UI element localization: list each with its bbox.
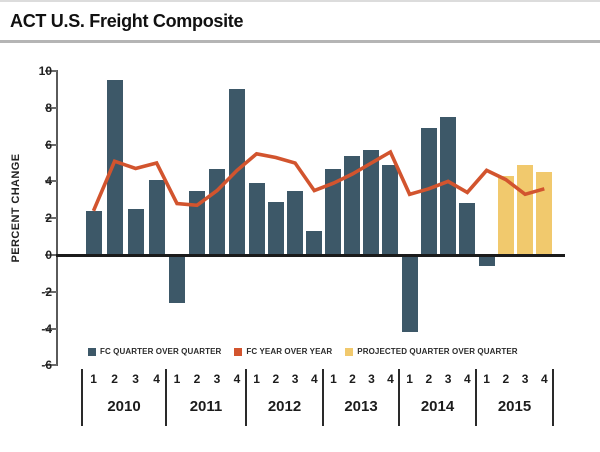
y-tick: [45, 290, 57, 293]
legend-label-qoq: FC QUARTER OVER QUARTER: [100, 347, 222, 356]
year-separator: [165, 369, 167, 426]
y-tick: [45, 70, 57, 72]
year-separator: [475, 369, 477, 426]
bar-2011-q3: [209, 168, 225, 255]
quarter-label: 1: [483, 372, 490, 386]
projected-bar-2015-q2: [497, 175, 514, 255]
quarter-label: 2: [349, 372, 356, 386]
quarter-label: 3: [291, 372, 299, 386]
quarter-label: 3: [213, 372, 221, 386]
year-label-2011: 2011: [189, 398, 223, 415]
legend-swatch-yoy: [234, 347, 243, 356]
quarter-label: 2: [425, 372, 433, 386]
bar-2013-q1: [325, 168, 342, 255]
y-tick-label: 8: [45, 100, 52, 115]
year-label-2012: 2012: [267, 398, 302, 415]
chart-title: ACT U.S. Freight Composite: [10, 11, 244, 31]
quarter-label: 1: [90, 372, 97, 386]
bar-2011-q1: [169, 255, 185, 303]
title-divider: [0, 40, 600, 43]
quarter-label: 2: [502, 372, 510, 386]
quarter-label: 4: [233, 372, 241, 386]
bar-2014-q4: [459, 203, 476, 255]
quarter-label: 4: [387, 372, 394, 386]
quarter-label: 2: [111, 372, 118, 386]
y-tick: [45, 254, 57, 256]
quarter-label: 1: [253, 372, 260, 386]
projected-bar-2015-q3: [517, 164, 534, 255]
y-tick: [45, 327, 57, 330]
y-tick: [45, 106, 57, 109]
quarter-label: 4: [310, 372, 318, 386]
legend-label-projected: PROJECTED QUARTER OVER QUARTER: [357, 347, 518, 356]
year-separator: [81, 369, 83, 426]
quarter-label: 4: [463, 372, 471, 386]
legend-item-yoy: FC YEAR OVER YEAR: [234, 347, 332, 356]
year-label-2010: 2010: [107, 398, 141, 415]
bar-2010-q4: [148, 179, 165, 255]
legend-item-projected: PROJECTED QUARTER OVER QUARTER: [345, 347, 518, 356]
projected-bar-2015-q4: [536, 172, 553, 255]
y-tick: [45, 217, 57, 220]
bar-2014-q2: [420, 128, 437, 255]
y-tick: [45, 143, 57, 146]
bar-2010-q3: [127, 209, 144, 255]
zero-baseline: [56, 253, 565, 257]
quarter-label: 3: [132, 372, 139, 386]
year-label-2015: 2015: [497, 398, 532, 415]
y-tick-label: 2: [45, 211, 52, 226]
quarter-label: 1: [173, 372, 181, 386]
quarter-label: 2: [193, 372, 201, 386]
quarter-label: 1: [406, 372, 413, 386]
bar-2014-q3: [440, 117, 457, 255]
bar-2011-q4: [229, 89, 245, 255]
quarter-label: 3: [521, 372, 529, 386]
y-tick-label: -6: [41, 358, 52, 373]
year-separator: [552, 369, 554, 426]
year-label-2014: 2014: [420, 398, 455, 415]
y-tick-label: 4: [45, 174, 52, 189]
bar-2013-q4: [382, 164, 399, 255]
bar-2010-q2: [106, 80, 123, 255]
quarter-label: 3: [368, 372, 375, 386]
bar-2010-q1: [85, 210, 102, 255]
y-tick-label: 10: [38, 64, 52, 78]
y-tick: [45, 364, 57, 367]
legend-label-yoy: FC YEAR OVER YEAR: [246, 347, 333, 356]
y-tick-label: -4: [41, 321, 52, 336]
bar-2013-q3: [363, 150, 380, 255]
bar-2012-q3: [287, 190, 304, 255]
quarter-label: 1: [330, 372, 337, 386]
quarter-label: 2: [272, 372, 280, 386]
y-tick-label: 0: [45, 248, 52, 262]
quarter-label: 4: [540, 372, 548, 386]
bar-2013-q2: [344, 155, 361, 255]
bar-2012-q4: [306, 231, 323, 255]
bar-2012-q1: [248, 183, 265, 255]
y-axis-label: PERCENT CHANGE: [10, 153, 22, 263]
quarter-label: 4: [153, 372, 160, 386]
legend-item-qoq: FC QUARTER OVER QUARTER: [88, 347, 221, 356]
y-axis-line: [56, 70, 58, 366]
year-label-2013: 2013: [344, 398, 378, 415]
legend: FC QUARTER OVER QUARTER FC YEAR OVER YEA…: [88, 347, 518, 356]
bar-2014-q1: [401, 255, 418, 333]
legend-swatch-projected: [345, 347, 354, 356]
y-tick-label: -2: [41, 284, 52, 299]
year-separator: [398, 369, 400, 426]
year-separator: [245, 369, 247, 426]
y-tick-label: 6: [45, 137, 52, 152]
y-tick: [45, 180, 57, 183]
quarter-label: 3: [444, 372, 452, 386]
legend-swatch-qoq: [88, 347, 96, 356]
bar-2011-q2: [189, 190, 205, 255]
bar-2012-q2: [267, 201, 284, 255]
bar-2015-q1: [478, 255, 495, 267]
year-separator: [322, 369, 324, 426]
